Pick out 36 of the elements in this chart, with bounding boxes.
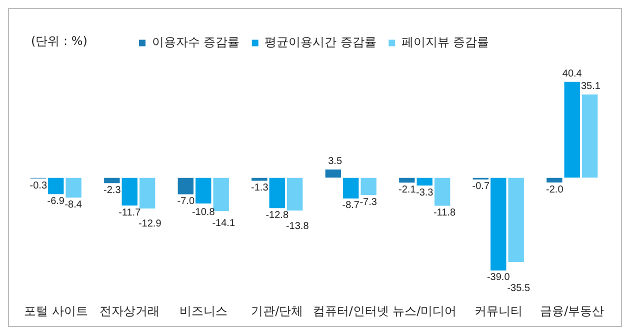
data-label: -39.0 xyxy=(486,272,510,284)
data-label: -11.7 xyxy=(118,207,142,218)
x-tick-label: 컴퓨터/인터넷 xyxy=(312,304,389,318)
data-label: -0.3 xyxy=(30,180,48,192)
data-label: 3.5 xyxy=(328,156,342,168)
data-label: -11.8 xyxy=(433,208,456,219)
data-label: -6.9 xyxy=(47,196,65,207)
data-label: -2.1 xyxy=(398,184,416,196)
text: (단위 : %) xyxy=(31,33,88,50)
data-label: -10.8 xyxy=(192,207,216,218)
x-tick-label: 비즈니스 xyxy=(179,304,228,318)
legend-label: 평균이용시간 증감률 xyxy=(264,35,376,50)
x-tick-label: 기관/단체 xyxy=(251,304,304,318)
data-label: -2.3 xyxy=(104,185,122,196)
x-tick-label: 금융/부동산 xyxy=(540,304,604,318)
data-label: -12.9 xyxy=(138,218,162,230)
data-label: -1.3 xyxy=(251,182,269,194)
data-label: 35.1 xyxy=(580,81,601,92)
x-tick-label: 커뮤니티 xyxy=(474,304,522,318)
data-label: -8.4 xyxy=(64,200,82,211)
legend-label: 페이지뷰 증감률 xyxy=(401,35,490,50)
data-label: 40.4 xyxy=(562,68,582,80)
data-label: -35.5 xyxy=(507,283,530,294)
x-tick-label: 뉴스/미디어 xyxy=(392,304,457,318)
data-label: -2.0 xyxy=(546,184,564,196)
data-label: -12.8 xyxy=(266,210,289,221)
data-label: -13.8 xyxy=(286,220,310,232)
data-label: -0.7 xyxy=(472,181,490,192)
data-label: -14.1 xyxy=(212,218,236,230)
legend-label: 이용자수 증감률 xyxy=(152,35,240,50)
data-label: -7.0 xyxy=(177,196,195,208)
x-tick-label: 전자상거래 xyxy=(100,304,160,318)
data-label: -8.7 xyxy=(342,200,360,212)
data-label: -7.3 xyxy=(360,196,378,208)
data-label: -3.3 xyxy=(416,187,434,198)
x-tick-label: 포털 사이트 xyxy=(24,304,88,318)
